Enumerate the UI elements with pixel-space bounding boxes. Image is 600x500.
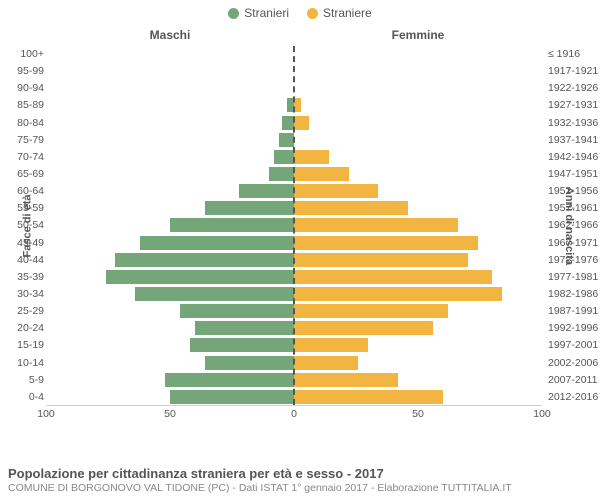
y-tick-year: 1952-1956 [548,183,600,200]
bar-female [294,167,349,181]
y-tick-age: 90-94 [0,80,44,97]
bar-female [294,116,309,130]
x-tick: 0 [291,408,297,420]
bar-female [294,150,329,164]
y-tick-year: 1937-1941 [548,132,600,149]
bar-male [205,201,294,215]
y-tick-year: 1962-1966 [548,217,600,234]
bar-male [170,218,294,232]
bar-female [294,253,468,267]
y-tick-year: 2002-2006 [548,355,600,372]
legend-label-male: Stranieri [244,6,289,20]
y-tick-year: 1992-1996 [548,320,600,337]
legend-swatch-male [228,8,239,19]
y-tick-year: 1927-1931 [548,97,600,114]
bar-male [140,236,294,250]
bar-male [239,184,294,198]
bar-male [269,167,294,181]
y-tick-age: 95-99 [0,63,44,80]
bar-female [294,373,398,387]
bar-male [279,133,294,147]
y-tick-year: 1917-1921 [548,63,600,80]
bar-female [294,356,358,370]
y-tick-age: 5-9 [0,372,44,389]
chart-area: Maschi Femmine 10050050100 [46,28,542,438]
bar-male [195,321,294,335]
bar-female [294,287,502,301]
y-tick-age: 60-64 [0,183,44,200]
y-tick-year: 1982-1986 [548,286,600,303]
bar-male [115,253,294,267]
bar-female [294,304,448,318]
y-tick-age: 75-79 [0,132,44,149]
y-tick-age: 40-44 [0,252,44,269]
bar-female [294,270,492,284]
y-tick-year: 2007-2011 [548,372,600,389]
y-tick-year: 2012-2016 [548,389,600,406]
y-tick-age: 10-14 [0,355,44,372]
bar-male [165,373,294,387]
footer: Popolazione per cittadinanza straniera p… [8,466,592,494]
legend-item-male: Stranieri [228,6,289,20]
y-tick-age: 65-69 [0,166,44,183]
bar-female [294,98,301,112]
y-tick-age: 80-84 [0,115,44,132]
y-tick-age: 0-4 [0,389,44,406]
bar-male [205,356,294,370]
y-tick-age: 25-29 [0,303,44,320]
bar-female [294,218,458,232]
legend-label-female: Straniere [323,6,372,20]
y-tick-year: 1922-1926 [548,80,600,97]
column-headers: Maschi Femmine [46,28,542,44]
y-tick-age: 20-24 [0,320,44,337]
y-tick-age: 85-89 [0,97,44,114]
y-tick-year: 1942-1946 [548,149,600,166]
legend-item-female: Straniere [307,6,372,20]
legend: Stranieri Straniere [0,0,600,20]
y-tick-year: 1997-2001 [548,337,600,354]
y-axis-age: 100+95-9990-9485-8980-8475-7970-7465-696… [0,46,44,406]
bar-male [170,390,294,404]
y-tick-year: 1987-1991 [548,303,600,320]
y-tick-age: 55-59 [0,200,44,217]
plot [46,46,542,406]
bar-male [274,150,294,164]
y-tick-year: 1957-1961 [548,200,600,217]
bar-female [294,236,478,250]
bar-male [190,338,294,352]
y-tick-year: 1947-1951 [548,166,600,183]
bar-male [180,304,294,318]
y-tick-age: 30-34 [0,286,44,303]
y-tick-age: 50-54 [0,217,44,234]
x-axis: 10050050100 [46,408,542,424]
x-tick: 50 [412,408,424,420]
y-tick-year: ≤ 1916 [548,46,600,63]
y-tick-age: 35-39 [0,269,44,286]
x-tick: 50 [164,408,176,420]
y-axis-year: ≤ 19161917-19211922-19261927-19311932-19… [544,46,600,406]
bar-female [294,321,433,335]
y-tick-year: 1967-1971 [548,235,600,252]
y-tick-age: 100+ [0,46,44,63]
header-male: Maschi [46,28,294,42]
x-tick: 100 [37,408,55,420]
bar-female [294,390,443,404]
y-tick-age: 45-49 [0,235,44,252]
y-tick-year: 1972-1976 [548,252,600,269]
y-tick-year: 1932-1936 [548,115,600,132]
y-tick-age: 15-19 [0,337,44,354]
legend-swatch-female [307,8,318,19]
y-tick-age: 70-74 [0,149,44,166]
bar-female [294,201,408,215]
chart-subtitle: COMUNE DI BORGONOVO VAL TIDONE (PC) - Da… [8,482,592,494]
y-tick-year: 1977-1981 [548,269,600,286]
x-tick: 100 [533,408,551,420]
chart-title: Popolazione per cittadinanza straniera p… [8,466,592,481]
header-female: Femmine [294,28,542,42]
bar-female [294,184,378,198]
bar-male [135,287,294,301]
bar-female [294,338,368,352]
center-line [293,46,295,405]
bar-male [106,270,294,284]
